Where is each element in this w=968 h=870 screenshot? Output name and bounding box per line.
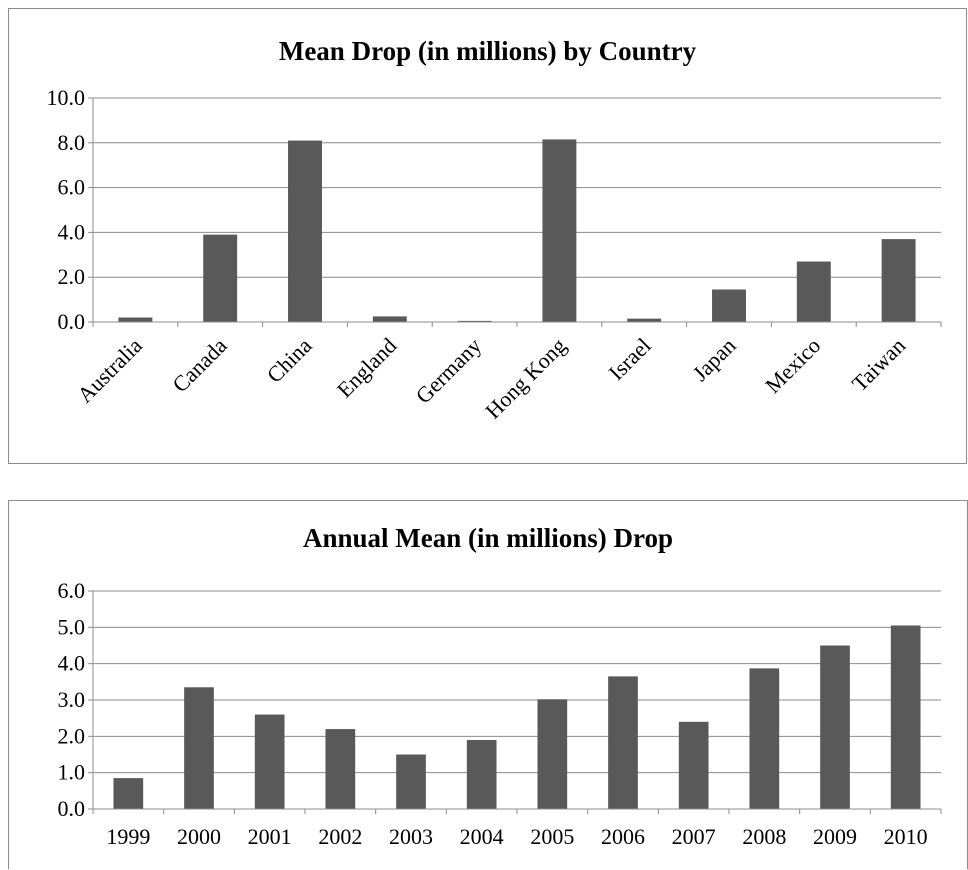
- bar: [372, 316, 407, 322]
- y-tick-label: 2.0: [58, 264, 86, 289]
- country-chart-panel: Mean Drop (in millions) by Country 0.0 2.…: [8, 8, 967, 464]
- bar: [113, 778, 144, 809]
- y-tick-label: 6.0: [58, 175, 86, 200]
- x-tick-label: 2008: [742, 824, 786, 849]
- annual-chart-title: Annual Mean (in millions) Drop: [302, 523, 674, 553]
- y-tick-label: 4.0: [58, 651, 86, 676]
- bar: [118, 317, 153, 322]
- annual-chart-panel: Annual Mean (in millions) Drop 0.0 1.0 2.0…: [8, 500, 968, 869]
- bar: [466, 739, 497, 809]
- x-tick-label: 2007: [672, 824, 716, 849]
- y-tick-label: 0.0: [58, 796, 86, 821]
- bar: [254, 714, 285, 809]
- y-tick-label: 5.0: [58, 614, 86, 639]
- country-bar-chart: 0.0 2.0 4.0 6.0 8.0 10.0 Australia Canada China E…: [47, 85, 942, 424]
- bar: [203, 234, 238, 322]
- y-tick-label: 3.0: [58, 687, 86, 712]
- y-tick-label: 10.0: [47, 85, 86, 110]
- bar: [325, 729, 356, 809]
- x-tick-label: China: [262, 333, 317, 388]
- bar: [537, 699, 568, 809]
- x-tick-label: Japan: [687, 333, 740, 386]
- annual-bar-chart: 0.0 1.0 2.0 3.0 4.0 5.0 6.0 1999 2000 2001 2002 200…: [58, 578, 942, 849]
- x-tick-label: 2009: [813, 824, 857, 849]
- x-tick-label: England: [332, 333, 402, 403]
- bar: [881, 239, 916, 322]
- bar: [890, 625, 921, 809]
- x-tick-label: Mexico: [760, 333, 825, 398]
- bar: [749, 668, 780, 809]
- x-tick-label: Germany: [411, 333, 487, 409]
- country-chart-title: Mean Drop (in millions) by Country: [278, 36, 697, 66]
- y-tick-label: 2.0: [58, 723, 86, 748]
- x-tick-label: 2010: [884, 824, 928, 849]
- x-tick-label: 2000: [177, 824, 221, 849]
- x-tick-label: Taiwan: [847, 333, 910, 396]
- x-tick-label: 2006: [601, 824, 645, 849]
- x-tick-label: 2005: [530, 824, 574, 849]
- x-tick-label: 2003: [389, 824, 433, 849]
- x-tick-label: Canada: [167, 333, 231, 397]
- bar: [542, 139, 577, 322]
- bar: [712, 289, 746, 322]
- bar: [820, 645, 850, 809]
- y-tick-label: 4.0: [58, 219, 86, 244]
- x-tick-label: 2004: [460, 824, 504, 849]
- x-tick-label: Hong Kong: [480, 333, 571, 424]
- y-tick-label: 6.0: [58, 578, 86, 603]
- bar: [288, 140, 322, 322]
- bar: [457, 320, 492, 322]
- x-tick-label: Israel: [604, 333, 656, 385]
- bar: [678, 721, 709, 809]
- x-tick-label: Australia: [72, 333, 147, 408]
- y-tick-label: 1.0: [58, 760, 86, 785]
- bar: [796, 261, 831, 322]
- x-tick-label: 1999: [106, 824, 150, 849]
- bar: [608, 676, 638, 809]
- bar: [184, 687, 214, 809]
- x-tick-label: 2001: [248, 824, 292, 849]
- bar: [396, 754, 426, 809]
- bar: [627, 318, 662, 322]
- y-tick-label: 8.0: [58, 130, 86, 155]
- x-tick-label: 2002: [318, 824, 362, 849]
- y-tick-label: 0.0: [58, 309, 86, 334]
